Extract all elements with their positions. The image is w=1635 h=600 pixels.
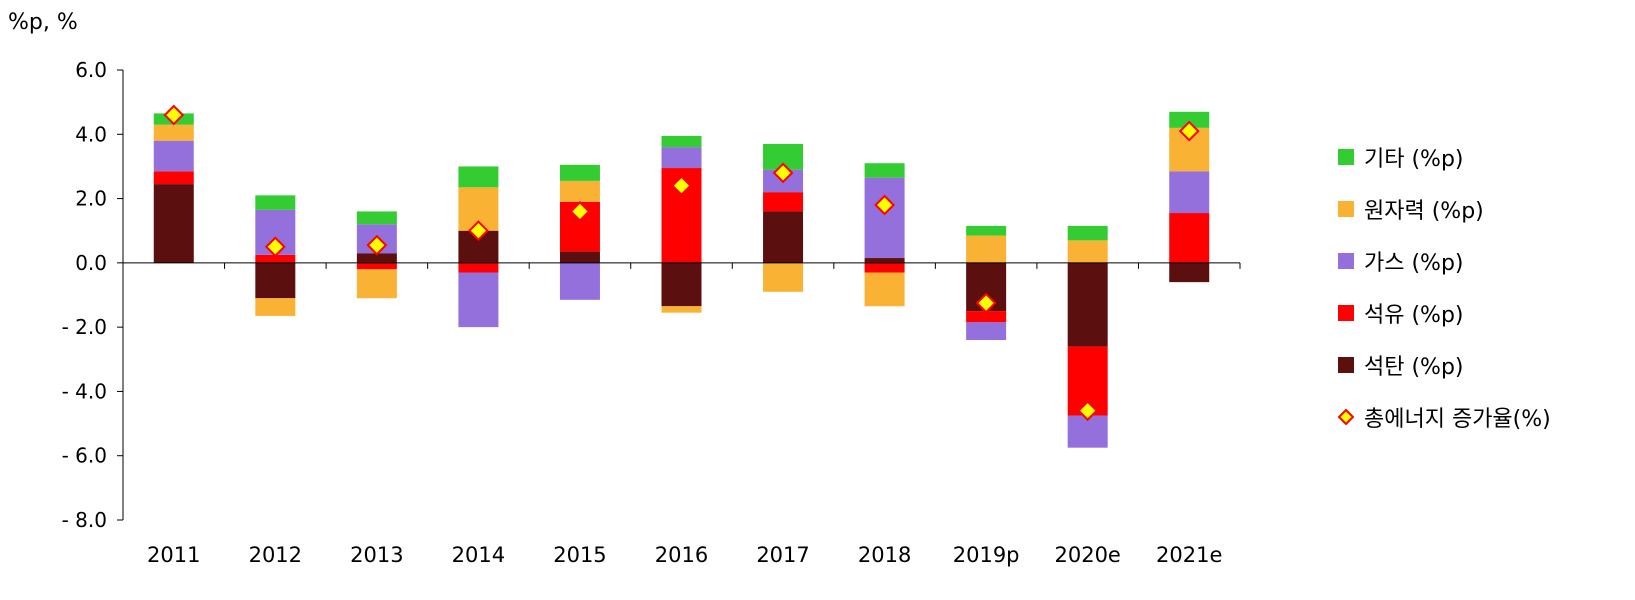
bar-oil xyxy=(458,262,499,273)
y-tick-label: - 4.0 xyxy=(62,379,107,403)
bar-etc xyxy=(1169,111,1210,128)
bar-etc xyxy=(1067,225,1108,241)
bar-gas xyxy=(864,177,905,259)
x-tick-label: 2011 xyxy=(147,543,200,567)
bar-coal xyxy=(356,253,397,263)
bar-coal xyxy=(661,262,702,307)
x-tick-label: 2013 xyxy=(350,543,403,567)
total-growth-marker xyxy=(874,194,896,216)
bar-nuclear xyxy=(864,272,905,307)
bar-coal xyxy=(559,251,600,263)
bar-nuclear xyxy=(559,180,600,202)
y-tick-label: - 8.0 xyxy=(62,508,107,532)
total-growth-marker xyxy=(1178,120,1200,142)
bar-etc xyxy=(661,135,702,148)
y-tick-label: - 6.0 xyxy=(62,444,107,468)
bar-etc xyxy=(559,164,600,181)
bar-nuclear xyxy=(356,269,397,299)
legend-label: 석유 (%p) xyxy=(1364,303,1464,328)
x-tick-label: 2012 xyxy=(249,543,302,567)
total-growth-marker xyxy=(163,104,185,126)
x-tick-label: 2015 xyxy=(553,543,606,567)
x-tick-label: 2019p xyxy=(953,543,1020,567)
bar-oil xyxy=(153,171,194,185)
bar-nuclear xyxy=(661,306,702,313)
legend-item-total-growth: 총에너지 증가율(%) xyxy=(1338,402,1551,432)
total-growth-marker xyxy=(772,162,794,184)
legend-swatch xyxy=(1338,357,1354,373)
total-growth-marker xyxy=(975,292,997,314)
legend-item-coal: 석탄 (%p) xyxy=(1338,350,1464,380)
legend-label: 가스 (%p) xyxy=(1364,251,1464,276)
bar-oil xyxy=(1169,213,1210,263)
bar-coal xyxy=(255,262,296,299)
bar-coal xyxy=(1169,262,1210,283)
bar-coal xyxy=(864,258,905,263)
legend-label: 원자력 (%p) xyxy=(1364,199,1484,224)
bar-etc xyxy=(255,195,296,210)
y-tick-label: 4.0 xyxy=(75,122,107,146)
legend-diamond-icon xyxy=(1338,409,1354,425)
bar-gas xyxy=(559,262,600,300)
bar-nuclear xyxy=(763,262,804,292)
legend-swatch xyxy=(1338,201,1354,217)
bar-etc xyxy=(356,211,397,225)
y-tick-label: - 2.0 xyxy=(62,315,107,339)
bar-oil xyxy=(356,262,397,270)
x-tick-label: 2020e xyxy=(1054,543,1120,567)
bar-nuclear xyxy=(153,124,194,141)
bar-oil xyxy=(864,262,905,273)
legend-swatch xyxy=(1338,149,1354,165)
total-growth-marker xyxy=(366,234,388,256)
total-growth-marker xyxy=(467,220,489,242)
x-tick-label: 2021e xyxy=(1156,543,1222,567)
bar-etc xyxy=(458,166,499,188)
y-tick-label: 0.0 xyxy=(75,251,107,275)
legend-label: 석탄 (%p) xyxy=(1364,355,1464,380)
legend-item-nuclear: 원자력 (%p) xyxy=(1338,194,1484,224)
total-growth-marker xyxy=(569,201,591,222)
legend-item-gas: 가스 (%p) xyxy=(1338,246,1464,276)
bar-gas xyxy=(458,272,499,328)
legend-item-oil: 석유 (%p) xyxy=(1338,298,1464,328)
bar-coal xyxy=(153,184,194,263)
total-growth-marker xyxy=(1077,400,1099,422)
legend-swatch xyxy=(1338,305,1354,321)
total-growth-marker xyxy=(671,175,692,197)
bar-gas xyxy=(153,140,194,172)
bar-etc xyxy=(966,225,1007,236)
bar-nuclear xyxy=(1067,240,1108,263)
x-tick-label: 2016 xyxy=(655,543,708,567)
bar-coal xyxy=(763,211,804,263)
legend-swatch xyxy=(1338,253,1354,269)
y-tick-label: 2.0 xyxy=(75,187,107,211)
legend-label: 총에너지 증가율(%) xyxy=(1364,407,1551,432)
legend-item-etc: 기타 (%p) xyxy=(1338,142,1464,172)
bar-gas xyxy=(661,147,702,169)
bar-oil xyxy=(966,311,1007,323)
bar-gas xyxy=(1169,171,1210,214)
bar-coal xyxy=(1067,262,1108,347)
x-tick-label: 2014 xyxy=(452,543,505,567)
bar-nuclear xyxy=(966,235,1007,263)
bar-oil xyxy=(255,254,296,263)
total-growth-marker xyxy=(264,236,286,258)
plot-area: 6.0 4.0 2.0 0.0 - 2.0 - 4.0 - 6.0 - 8.0 2011 2012… xyxy=(62,58,1241,567)
legend-label: 기타 (%p) xyxy=(1364,147,1464,172)
bar-etc xyxy=(864,163,905,178)
bar-nuclear xyxy=(255,298,296,316)
x-tick-label: 2018 xyxy=(858,543,911,567)
bar-oil xyxy=(763,192,804,212)
x-tick-label: 2017 xyxy=(756,543,809,567)
bar-gas xyxy=(966,322,1007,340)
y-tick-label: 6.0 xyxy=(75,58,107,82)
unit-label: %p, % xyxy=(8,10,78,35)
